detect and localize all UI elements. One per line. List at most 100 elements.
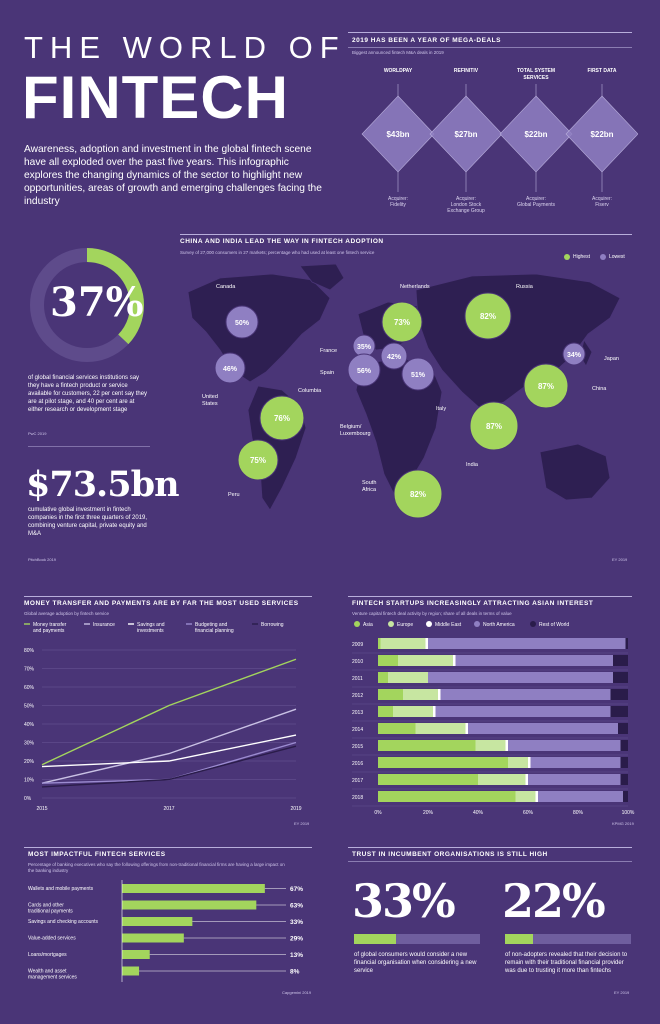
stacked-source: KPMG 2019 (612, 821, 634, 826)
stacked-bar-segment (515, 791, 536, 802)
legend-label: Europe (397, 622, 413, 628)
country-bubble-value: 73% (394, 318, 410, 327)
legend-highest-label: Highest (573, 254, 590, 260)
trust-stat1-bar-fill (354, 934, 396, 944)
stacked-bar-segment (465, 723, 468, 734)
country-label: France (320, 348, 337, 354)
map-source: EY 2019 (612, 557, 628, 562)
country-bubble (214, 352, 246, 384)
stacked-bar-segment (613, 655, 628, 666)
series-line (41, 745, 297, 788)
country-label: United States (202, 394, 218, 407)
stacked-bar-segment (388, 672, 428, 683)
stacked-bar-segment (613, 672, 628, 683)
stacked-bar-segment (468, 723, 618, 734)
y-tick-label: 50% (24, 704, 35, 710)
country-bubble (380, 342, 408, 370)
trust-stat1-bar-track (354, 934, 480, 944)
deal-value: $22bn (590, 130, 613, 139)
legend-highest-swatch (564, 254, 570, 260)
stacked-bar-segment (610, 706, 628, 717)
stacked-bar-segment (378, 774, 478, 785)
stacked-bar-segment (620, 757, 628, 768)
country-label: Columbia (298, 388, 322, 394)
country-bubble-value: 82% (480, 312, 496, 321)
stacked-bar-segment (475, 740, 506, 751)
legend-swatch (530, 621, 536, 627)
deal-acquirer: Acquirer: Fidelity (388, 196, 408, 208)
country-bubble-value: 46% (223, 366, 238, 373)
deal-value: $43bn (386, 130, 409, 139)
stacked-bar-segment (618, 723, 628, 734)
hbar-bar (122, 884, 265, 893)
trust-stat2-bar-track (505, 934, 631, 944)
legend-label: North America (483, 622, 515, 628)
country-label: South Africa (362, 480, 377, 493)
title-line1: THE WORLD OF (24, 30, 346, 65)
country-bubble (523, 363, 569, 409)
stacked-bar-segment (378, 757, 508, 768)
y-tick-label: 30% (24, 741, 35, 747)
country-bubble-value: 76% (274, 414, 290, 423)
category-label: 2016 (352, 761, 363, 767)
stacked-bar-segment (538, 791, 623, 802)
stat-divider (28, 446, 150, 447)
stacked-bar-segment (378, 706, 393, 717)
line-subtitle: Global average adoption by fintech servi… (24, 611, 110, 616)
legend-highest: Highest (564, 254, 590, 260)
stacked-bar-segment (535, 791, 538, 802)
trust-top-rule (348, 847, 632, 848)
stacked-bar-segment (415, 723, 466, 734)
deal-acquirer: Acquirer: Fiserv (592, 196, 612, 208)
country-bubble-value: 42% (387, 354, 402, 361)
country-label: Belgium/Luxembourg (340, 424, 371, 437)
country-bubble-value: 82% (410, 490, 426, 499)
legend-label: Budgeting and financial planning (195, 622, 234, 634)
stacked-bar-segment (378, 655, 398, 666)
country-bubble (469, 401, 519, 451)
stacked-bar-segment (378, 689, 403, 700)
country-bubble-value: 51% (411, 372, 426, 379)
stat735-value: $73.5bn (26, 464, 180, 505)
stat735-source: PitchBook 2019 (28, 557, 57, 562)
stacked-bar-segment (433, 706, 436, 717)
series-line (41, 708, 297, 784)
stacked-bar-segment (440, 689, 611, 700)
stacked-bar-segment (508, 740, 621, 751)
country-bubble (381, 301, 423, 343)
megadeals-title: 2019 HAS BEEN A YEAR OF MEGA-DEALS (352, 37, 501, 44)
stacked-bar-segment (505, 740, 508, 751)
country-label: India (466, 462, 479, 468)
legend-lowest-swatch (599, 254, 606, 260)
x-tick-label: 20% (423, 810, 434, 816)
country-bubble (225, 305, 259, 339)
australia-shape (539, 443, 611, 501)
x-tick-label: 100% (622, 810, 635, 816)
stat37-donut (30, 248, 144, 362)
line-title: MONEY TRANSFER AND PAYMENTS ARE BY FAR T… (24, 600, 299, 607)
country-label: Spain (320, 370, 334, 376)
map-legend: Highest Lowest (564, 254, 625, 260)
deal-company: TOTAL SYSTEM SERVICES (517, 68, 555, 81)
country-bubble (393, 469, 443, 519)
world-map: 50% Canada 46% United States 76% Columbia 75% Pe… (187, 263, 621, 519)
trust-rule (348, 861, 632, 862)
stat735-text: cumulative global investment in fintech … (28, 507, 148, 537)
north-america-shape (187, 273, 331, 383)
trust-stat1-text: of global consumers would consider a new… (354, 952, 477, 974)
stacked-bar-segment (378, 638, 381, 649)
stacked-bar-segment (508, 757, 528, 768)
country-bubble-value: 75% (250, 456, 266, 465)
trust-source: EY 2019 (614, 990, 630, 995)
legend-swatch (426, 621, 432, 627)
hbar-bar (122, 917, 193, 926)
title-line2: FINTECH (22, 64, 289, 131)
deal-acquirer: Acquirer: London Stock Exchange Group (447, 196, 485, 214)
country-bubble-value: 56% (357, 368, 372, 375)
y-tick-label: 10% (24, 778, 35, 784)
hbar-top-rule (24, 847, 312, 848)
x-tick-label: 2015 (36, 806, 47, 812)
intro-text: Awareness, adoption and investment in th… (24, 144, 322, 207)
legend-label: Borrowing (261, 622, 284, 628)
hbar-chart: Wallets and mobile payments 67% Cards and … (28, 880, 303, 982)
